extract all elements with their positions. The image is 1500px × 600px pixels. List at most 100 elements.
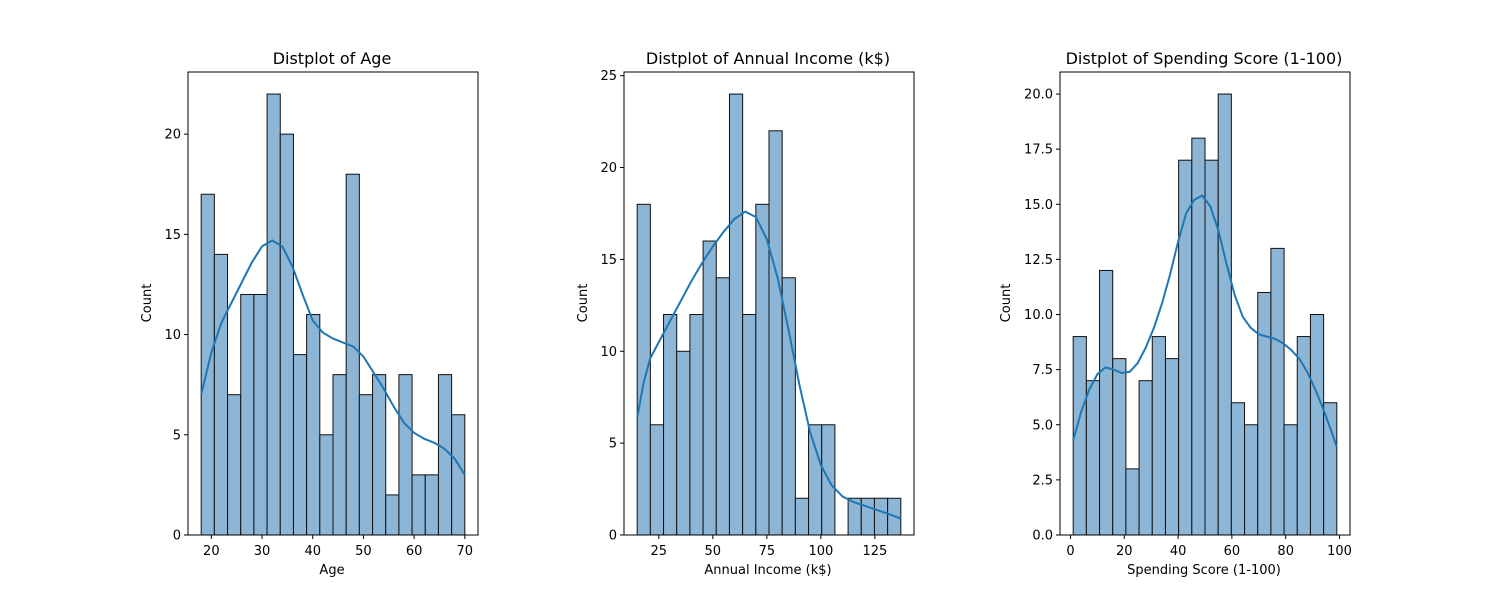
histogram-bar (1217, 93, 1232, 536)
kde-curve (1072, 194, 1338, 448)
chart-title: Distplot of Age (273, 49, 392, 68)
age-histogram-panel: Distplot of Age Age Count 20 30 40 50 60 70 0 5… (140, 49, 479, 578)
histogram-bar (742, 314, 757, 536)
histogram-bar (1283, 424, 1298, 536)
histogram-bar (1151, 336, 1166, 536)
x-tick-label: 100 (808, 544, 833, 559)
histogram-bar (768, 130, 783, 536)
histogram-bar (1323, 402, 1338, 536)
histogram-bar (781, 277, 796, 536)
x-tick-label: 50 (355, 544, 372, 559)
histogram-bar (715, 277, 730, 536)
histogram-bar (755, 203, 770, 536)
y-tick-label: 5 (173, 428, 181, 443)
x-tick-label: 80 (1277, 544, 1294, 559)
x-tick-label: 20 (1116, 544, 1133, 559)
kde-curve (636, 210, 902, 520)
histogram-bar (253, 293, 268, 536)
histogram-bar (332, 374, 347, 536)
histogram-bar (1085, 380, 1101, 536)
y-axis-label: Count (999, 284, 1014, 323)
x-tick-label: 30 (254, 544, 271, 559)
x-axis-label: Spending Score (1-100) (1127, 563, 1281, 578)
histogram-bar (398, 374, 413, 536)
x-tick-label: 40 (1170, 544, 1187, 559)
histogram-bar (1244, 424, 1259, 536)
x-tick-label: 75 (759, 544, 776, 559)
histogram-bar (451, 414, 466, 536)
annual-income-histogram-panel: Distplot of Annual Income (k$) Annual In… (576, 49, 915, 578)
histogram-bar (636, 203, 651, 536)
histogram-bar (372, 374, 387, 536)
axes-frame (187, 71, 479, 536)
histogram-bar (1270, 247, 1285, 536)
y-tick-label: 0 (609, 529, 617, 544)
x-tick-label: 40 (304, 544, 321, 559)
y-tick-label: 5.0 (1032, 418, 1053, 433)
histogram-bar (1125, 468, 1140, 536)
histogram-bar (319, 434, 334, 536)
histogram-bar (1164, 358, 1180, 536)
y-tick-label: 17.5 (1024, 143, 1053, 158)
histogram-bar (1112, 358, 1127, 536)
x-tick-label: 20 (203, 544, 220, 559)
histogram-bar (663, 314, 678, 536)
histogram-bar (266, 93, 281, 536)
x-tick-label: 60 (406, 544, 423, 559)
y-tick-label: 25 (600, 69, 617, 84)
histogram-bar (794, 497, 810, 536)
histogram-bar (1257, 291, 1272, 536)
x-axis-label: Age (319, 563, 344, 578)
histogram-bar (860, 497, 875, 536)
x-tick-label: 0 (1066, 544, 1074, 559)
histogram-bar (689, 314, 704, 536)
y-tick-label: 10.0 (1024, 308, 1053, 323)
y-tick-label: 0 (173, 529, 181, 544)
histogram-bar (227, 394, 242, 536)
histogram-bar (728, 93, 744, 536)
x-axis-label: Annual Income (k$) (704, 563, 831, 578)
x-tick-label: 50 (705, 544, 722, 559)
y-tick-label: 15 (164, 228, 181, 243)
y-axis-label: Count (140, 284, 155, 323)
y-tick-label: 20 (164, 128, 181, 143)
histogram-bar (1309, 314, 1325, 536)
y-tick-label: 7.5 (1032, 363, 1053, 378)
histogram-bar (411, 474, 426, 536)
histogram-bar (358, 394, 374, 536)
histogram-bar (213, 253, 229, 536)
histogram-bar (1204, 159, 1219, 536)
chart-title: Distplot of Annual Income (k$) (646, 49, 890, 68)
histogram-bar (1230, 402, 1246, 536)
y-tick-label: 20 (600, 161, 617, 176)
histogram-bar (385, 494, 400, 536)
y-axis-label: Count (576, 284, 591, 323)
spending-score-histogram-panel: Distplot of Spending Score (1-100) Spend… (999, 49, 1352, 578)
histogram-bar (873, 497, 889, 536)
x-tick-label: 60 (1224, 544, 1241, 559)
axes-frame (623, 71, 915, 536)
y-tick-label: 12.5 (1024, 253, 1053, 268)
y-tick-label: 10 (600, 345, 617, 360)
kde-curve (200, 239, 466, 476)
histogram-bar (1138, 380, 1153, 536)
histogram-bar (1099, 269, 1114, 536)
histogram-bar (292, 354, 308, 536)
y-tick-label: 0.0 (1032, 529, 1053, 544)
y-tick-label: 10 (164, 328, 181, 343)
x-tick-label: 100 (1327, 544, 1352, 559)
histogram-bar (345, 173, 360, 536)
histogram-bar (240, 293, 255, 536)
histogram-bar (424, 474, 439, 536)
y-tick-label: 15.0 (1024, 198, 1053, 213)
histogram-bar (702, 240, 717, 536)
histogram-bar (649, 424, 665, 536)
histogram-bar (676, 350, 691, 536)
histogram-bar (306, 314, 321, 536)
y-tick-label: 2.5 (1032, 473, 1053, 488)
histogram-bar (808, 424, 823, 536)
axes-frame (1059, 71, 1351, 536)
y-tick-label: 5 (609, 437, 617, 452)
x-tick-label: 125 (862, 544, 887, 559)
